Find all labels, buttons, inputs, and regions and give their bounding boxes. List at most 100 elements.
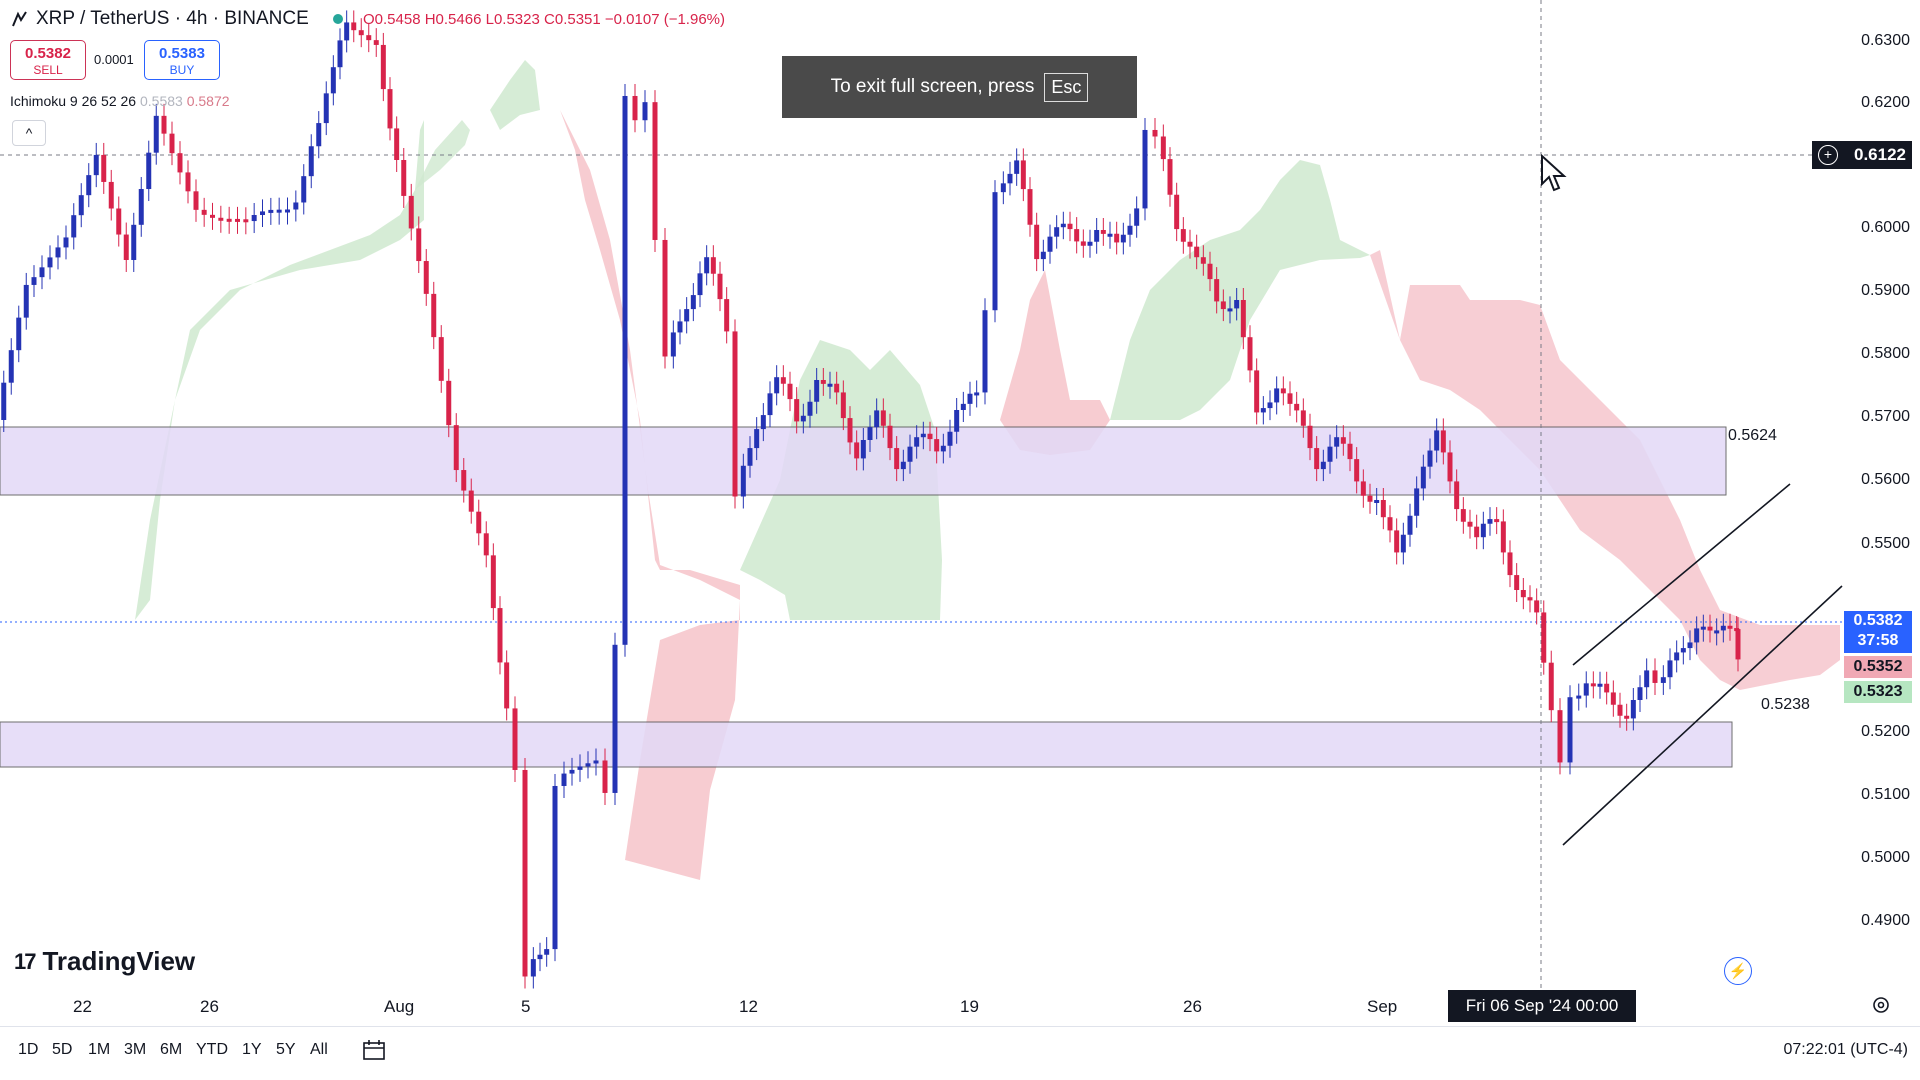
channel-upper-line[interactable] <box>1572 483 1791 666</box>
candle-body <box>1194 246 1200 258</box>
candle-body <box>874 410 880 428</box>
candle-body <box>1034 224 1040 260</box>
candle-body <box>1187 241 1193 247</box>
candle-body <box>1735 629 1741 660</box>
buy-button[interactable]: 0.5383 BUY <box>144 40 220 80</box>
bar-countdown: 37:58 <box>1857 632 1899 649</box>
candle-body <box>1274 388 1280 403</box>
price-axis-label: 0.5100 <box>1861 786 1910 803</box>
candle-body <box>1380 500 1386 518</box>
candle-body <box>193 191 199 210</box>
sell-button[interactable]: 0.5382 SELL <box>10 40 86 80</box>
timeframe-button-5d[interactable]: 5D <box>52 1041 73 1058</box>
symbol-title[interactable]: XRP / TetherUS · 4h · BINANCE <box>10 8 343 30</box>
candle-body <box>982 310 988 393</box>
candle-body <box>1454 481 1460 510</box>
candle-body <box>522 769 528 977</box>
clock[interactable]: 07:22:01 (UTC-4) <box>1783 1041 1909 1058</box>
candle-body <box>677 321 683 333</box>
candle-body <box>504 662 510 709</box>
candle-body <box>461 470 467 491</box>
indicator-legend[interactable]: Ichimoku 9 26 52 26 0.5583 0.5872 <box>10 93 230 109</box>
price-axis-label: 0.5600 <box>1861 471 1910 488</box>
channel-lower-line[interactable] <box>1562 585 1843 846</box>
candle-body <box>101 154 107 182</box>
candle-body <box>1254 370 1260 413</box>
candle-body <box>552 785 558 950</box>
candle-body <box>1583 683 1589 696</box>
sell-label: SELL <box>33 63 63 77</box>
candle-body <box>632 95 638 121</box>
candle-body <box>1630 700 1636 719</box>
candle-body <box>1180 229 1186 242</box>
candle-body <box>226 218 232 222</box>
candle-body <box>1576 695 1582 699</box>
candle-body <box>1214 279 1220 302</box>
candle-body <box>423 261 429 294</box>
price-chart-canvas[interactable] <box>0 0 1920 1026</box>
timeframe-button-1d[interactable]: 1D <box>18 1041 39 1058</box>
lightning-icon[interactable]: ⚡ <box>1724 957 1752 985</box>
candle-body <box>1460 509 1466 522</box>
support-zone[interactable] <box>0 721 1733 768</box>
candle-body <box>807 401 813 416</box>
candle-body <box>1624 715 1630 719</box>
price-axis-label: 0.5900 <box>1861 282 1910 299</box>
candle-body <box>1360 481 1366 496</box>
tradingview-logo[interactable]: 17 TradingView <box>14 946 195 977</box>
gear-icon[interactable] <box>1870 994 1892 1016</box>
candle-body <box>670 332 676 357</box>
candle-body <box>55 247 61 258</box>
candle-body <box>1474 526 1480 538</box>
timeframe-button-6m[interactable]: 6M <box>160 1041 183 1058</box>
candle-body <box>1134 208 1140 226</box>
timeframe-button-5y[interactable]: 5Y <box>276 1041 296 1058</box>
candle-body <box>1354 459 1360 482</box>
candle-body <box>1420 466 1426 489</box>
time-axis-label: 5 <box>521 997 531 1016</box>
calendar-icon[interactable] <box>362 1039 386 1061</box>
indicator-value-2: 0.5872 <box>186 93 230 109</box>
candle-body <box>1314 448 1320 470</box>
candle-body <box>907 446 913 462</box>
candle-body <box>1227 308 1233 312</box>
timeframe-button-1y[interactable]: 1Y <box>242 1041 262 1058</box>
candle-body <box>123 234 129 260</box>
candle-body <box>1260 408 1266 413</box>
candle-body <box>992 192 998 311</box>
price-axis-label: 0.5700 <box>1861 408 1910 425</box>
timeframe-button-1m[interactable]: 1M <box>88 1041 111 1058</box>
candle-body <box>612 644 618 793</box>
candle-body <box>1520 590 1526 598</box>
tradingview-logo-icon: 17 <box>14 948 37 974</box>
candle-body <box>622 95 628 645</box>
candle-body <box>1694 628 1700 643</box>
candle-body <box>401 160 407 196</box>
collapse-legend-button[interactable]: ^ <box>12 120 46 146</box>
time-axis-label: 26 <box>1183 997 1202 1016</box>
price-axis-label: 0.5000 <box>1861 849 1910 866</box>
time-axis-label: Sep <box>1367 997 1398 1016</box>
ohlc-low: L0.5323 <box>485 11 540 28</box>
candle-body <box>867 427 873 440</box>
candle-body <box>285 209 290 213</box>
candle-body <box>31 277 37 285</box>
candle-body <box>1327 446 1333 462</box>
candle-body <box>131 224 137 260</box>
candle-body <box>940 445 946 452</box>
timeframe-button-all[interactable]: All <box>310 1041 328 1058</box>
candle-body <box>717 273 723 300</box>
crosshair-plus-icon[interactable]: + <box>1818 145 1838 165</box>
candle-body <box>185 172 191 192</box>
candle-body <box>1557 710 1563 763</box>
crosshair-date-tag: Fri 06 Sep '24 00:00 <box>1448 990 1636 1022</box>
candle-body <box>827 383 833 387</box>
candle-body <box>1394 530 1400 553</box>
candle-body <box>577 766 583 770</box>
price-axis-label: 0.6000 <box>1861 219 1910 236</box>
price-axis-label: 0.4900 <box>1861 912 1910 929</box>
timeframe-button-ytd[interactable]: YTD <box>196 1041 228 1058</box>
candle-body <box>153 115 159 153</box>
timeframe-button-3m[interactable]: 3M <box>124 1041 147 1058</box>
candle-body <box>1674 652 1680 661</box>
